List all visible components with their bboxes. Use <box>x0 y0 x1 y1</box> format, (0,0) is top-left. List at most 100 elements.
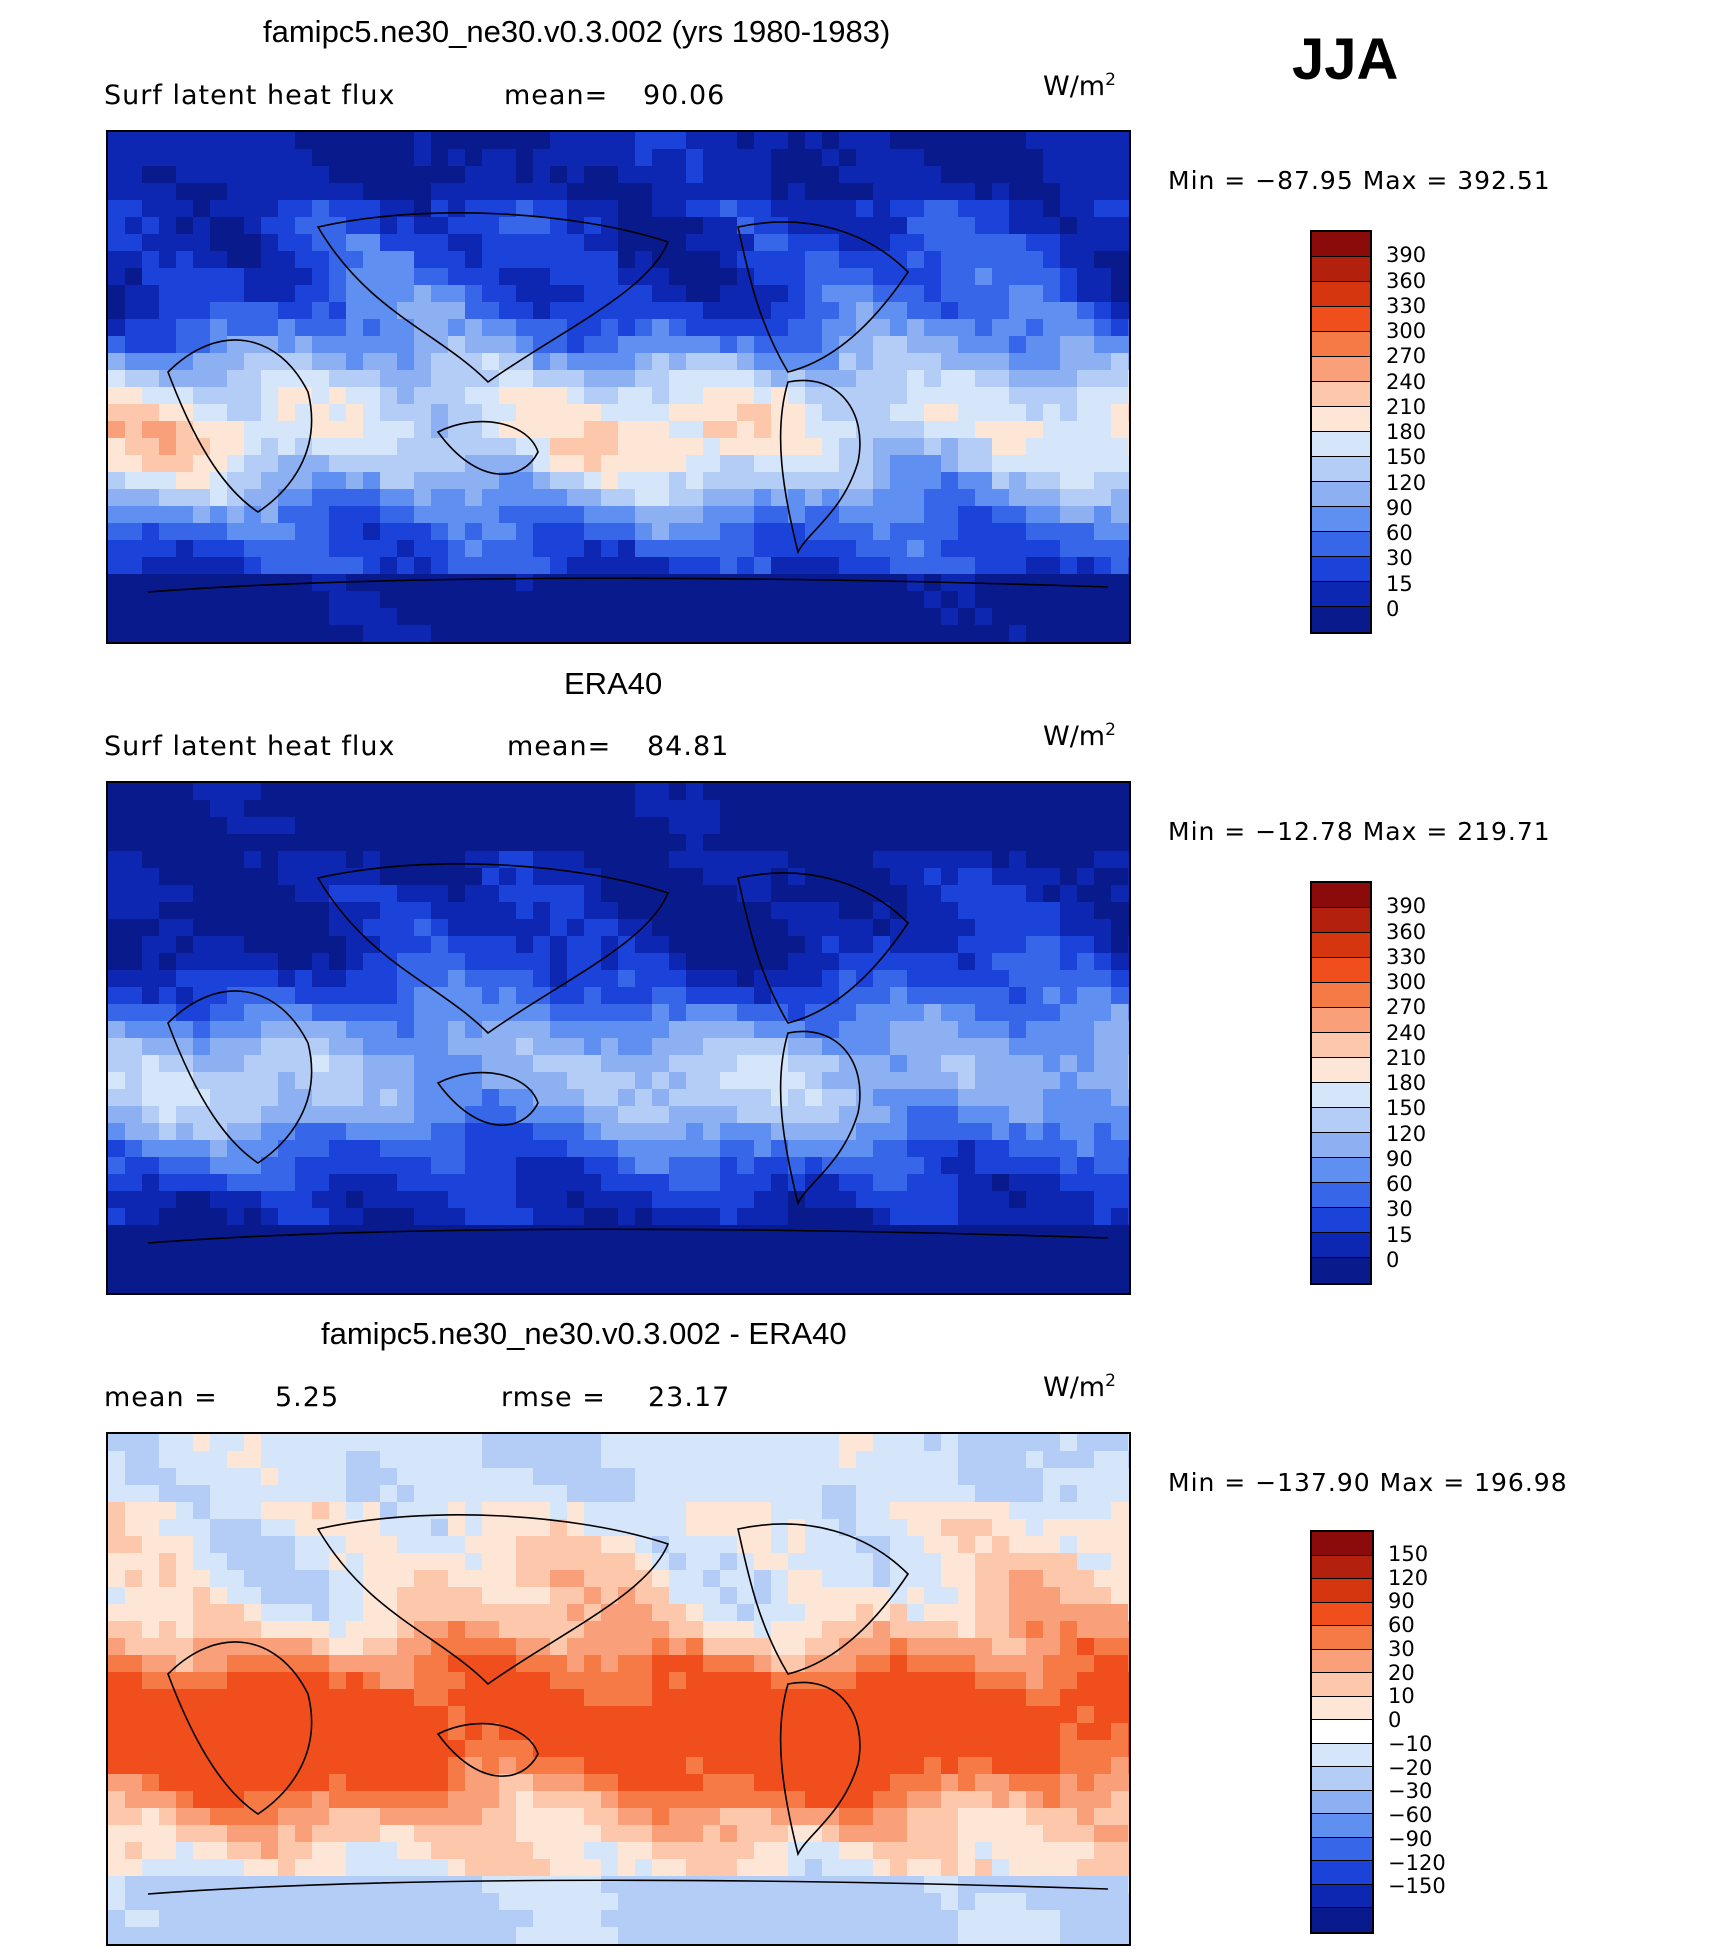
colorbar-segment <box>1312 1861 1372 1885</box>
colorbar-segment <box>1312 307 1370 332</box>
panel1-variable: Surf latent heat flux <box>104 80 396 111</box>
colorbar-segment <box>1312 1208 1370 1233</box>
colorbar-segment <box>1312 1579 1372 1603</box>
panel3-field <box>108 1434 1129 1944</box>
panel2-units: W/m2 <box>1043 720 1116 752</box>
colorbar-tick-label: 330 <box>1386 944 1427 969</box>
colorbar-segment <box>1312 1532 1372 1556</box>
colorbar-tick-label: −60 <box>1388 1803 1433 1828</box>
colorbar-tick-label: 30 <box>1388 1636 1415 1661</box>
colorbar-segment <box>1312 332 1370 357</box>
colorbar-segment <box>1312 883 1370 908</box>
colorbar-tick-label: 330 <box>1386 293 1427 318</box>
colorbar-tick-label: −10 <box>1388 1731 1433 1756</box>
colorbar-tick-label: 0 <box>1386 1247 1400 1272</box>
colorbar-tick-label: 150 <box>1386 1096 1427 1121</box>
coastline <box>436 1071 539 1126</box>
panel2-map <box>106 781 1131 1295</box>
panel3-minmax: Min = −137.90 Max = 196.98 <box>1168 1468 1568 1497</box>
colorbar-tick-label: 150 <box>1386 445 1427 470</box>
coastline <box>167 1641 313 1815</box>
colorbar-segment <box>1312 1602 1372 1627</box>
colorbar-tick-label: 0 <box>1388 1708 1402 1733</box>
colorbar-segment <box>1312 933 1370 958</box>
coastline <box>737 872 910 1024</box>
colorbar-tick-label: 0 <box>1386 596 1400 621</box>
colorbar-segment <box>1312 557 1370 582</box>
colorbar-segment <box>1312 1696 1372 1721</box>
colorbar-tick-label: 60 <box>1386 1172 1413 1196</box>
colorbar-segment <box>1312 1649 1372 1674</box>
panel2-title: ERA40 <box>564 666 663 701</box>
colorbar-tick-label: 30 <box>1386 1197 1413 1222</box>
colorbar-tick-label: 360 <box>1386 268 1427 293</box>
colorbar-tick-label: 210 <box>1386 1045 1427 1070</box>
coastline <box>779 1030 861 1206</box>
coastline <box>436 1722 539 1777</box>
colorbar-segment <box>1312 582 1370 607</box>
colorbar-tick-label: 15 <box>1386 571 1413 596</box>
panel2-colorbar <box>1310 881 1372 1285</box>
colorbar-tick-label: 10 <box>1388 1684 1415 1709</box>
colorbar-tick-label: 390 <box>1386 894 1427 919</box>
panel3-mean-label: mean = <box>104 1382 218 1413</box>
colorbar-tick-label: −30 <box>1388 1779 1433 1804</box>
panel1-mean-value: 90.06 <box>643 80 726 111</box>
coastline <box>167 339 313 513</box>
panel2-mean-label: mean= <box>507 731 612 762</box>
coastline <box>147 1879 1109 1895</box>
colorbar-segment <box>1312 1673 1372 1697</box>
colorbar-tick-label: 240 <box>1386 369 1427 394</box>
colorbar-segment <box>1312 432 1370 457</box>
colorbar-tick-label: 30 <box>1386 546 1413 571</box>
colorbar-segment <box>1312 482 1370 507</box>
colorbar-segment <box>1312 1814 1372 1838</box>
colorbar-tick-label: 120 <box>1386 1121 1427 1146</box>
colorbar-tick-label: 150 <box>1388 1541 1429 1566</box>
colorbar-tick-label: 15 <box>1386 1222 1413 1247</box>
panel2-mean-value: 84.81 <box>647 731 730 762</box>
colorbar-segment <box>1312 607 1370 632</box>
colorbar-segment <box>1312 958 1370 983</box>
colorbar-tick-label: 120 <box>1388 1565 1429 1590</box>
colorbar-segment <box>1312 282 1370 307</box>
colorbar-tick-label: −90 <box>1388 1826 1433 1851</box>
colorbar-segment <box>1312 232 1370 257</box>
panel1-min-value: −87.95 <box>1255 166 1354 195</box>
colorbar-segment <box>1312 1837 1372 1862</box>
colorbar-segment <box>1312 457 1370 482</box>
colorbar-segment <box>1312 532 1370 557</box>
panel1-mean-label: mean= <box>504 80 609 111</box>
colorbar-tick-label: 270 <box>1386 344 1427 369</box>
colorbar-segment <box>1312 507 1370 532</box>
colorbar-segment <box>1312 983 1370 1008</box>
panel1-map <box>106 130 1131 644</box>
colorbar-segment <box>1312 1908 1372 1932</box>
colorbar-tick-label: 180 <box>1386 420 1427 444</box>
colorbar-segment <box>1312 357 1370 382</box>
colorbar-segment <box>1312 1743 1372 1768</box>
panel3-rmse-label: rmse = <box>501 1382 606 1413</box>
colorbar-segment <box>1312 1033 1370 1058</box>
panel3-map <box>106 1432 1131 1946</box>
panel2-min-value: −12.78 <box>1255 817 1354 846</box>
colorbar-segment <box>1312 1183 1370 1208</box>
colorbar-tick-label: 90 <box>1386 1146 1413 1171</box>
colorbar-tick-label: 60 <box>1386 521 1413 545</box>
panel2-variable: Surf latent heat flux <box>104 731 396 762</box>
colorbar-segment <box>1312 1083 1370 1108</box>
coastline <box>147 577 1109 593</box>
colorbar-segment <box>1312 1058 1370 1083</box>
colorbar-tick-label: 270 <box>1386 995 1427 1020</box>
colorbar-tick-label: 20 <box>1388 1660 1415 1685</box>
panel3-units: W/m2 <box>1043 1371 1116 1403</box>
coastline <box>167 990 313 1164</box>
panel3-mean-value: 5.25 <box>275 1382 340 1413</box>
colorbar-segment <box>1312 1008 1370 1033</box>
coastline <box>436 420 539 475</box>
panel1-max-value: 392.51 <box>1457 166 1551 195</box>
panel3-max-value: 196.98 <box>1474 1468 1568 1497</box>
panel1-title: famipc5.ne30_ne30.v0.3.002 (yrs 1980-198… <box>263 14 891 49</box>
colorbar-segment <box>1312 1720 1372 1744</box>
panel3-colorbar <box>1310 1530 1374 1934</box>
